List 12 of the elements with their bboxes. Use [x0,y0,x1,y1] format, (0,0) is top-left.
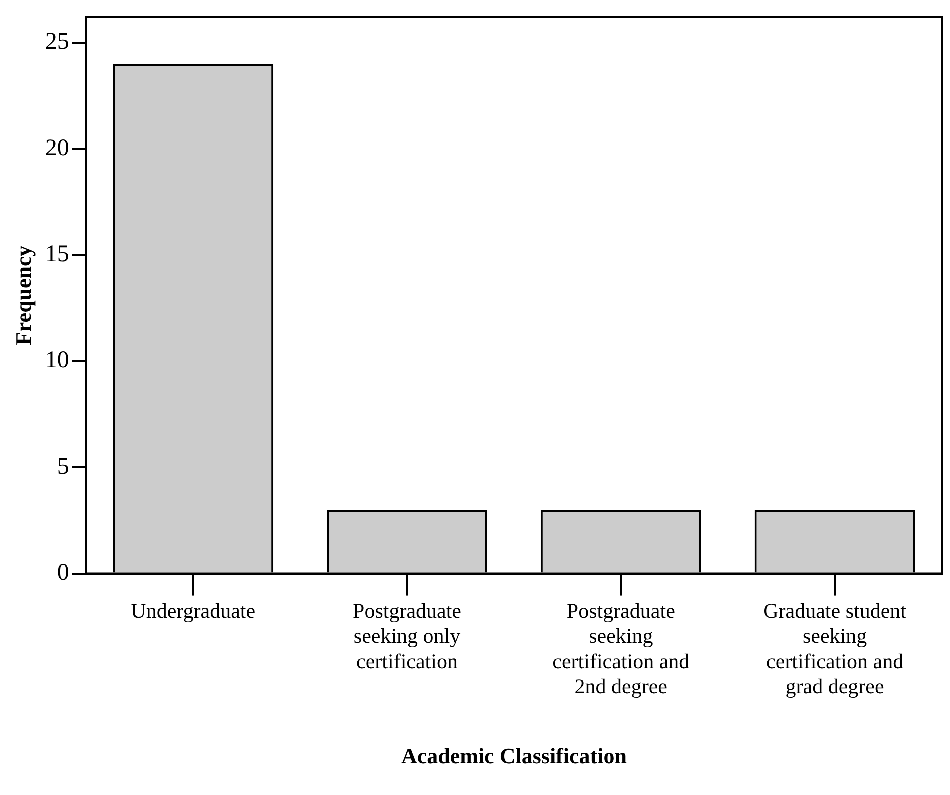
y-tick-label: 20 [45,135,70,162]
y-tick-label: 5 [57,454,70,480]
y-tick-label: 0 [57,560,70,586]
x-tick-label: Postgraduate seeking certification and 2nd degree [552,598,690,699]
y-axis-title: Frequency [10,246,36,346]
x-tick-label: Undergraduate [131,598,256,623]
y-tick-label: 15 [45,242,70,268]
x-axis-title: Academic Classification [401,743,627,768]
x-tick-label: Postgraduate seeking only certification [353,598,462,674]
x-tick-label: Graduate student seeking certification and grad degree [764,598,907,699]
y-tick-label: 25 [45,29,70,56]
y-tick-label: 10 [45,348,70,374]
